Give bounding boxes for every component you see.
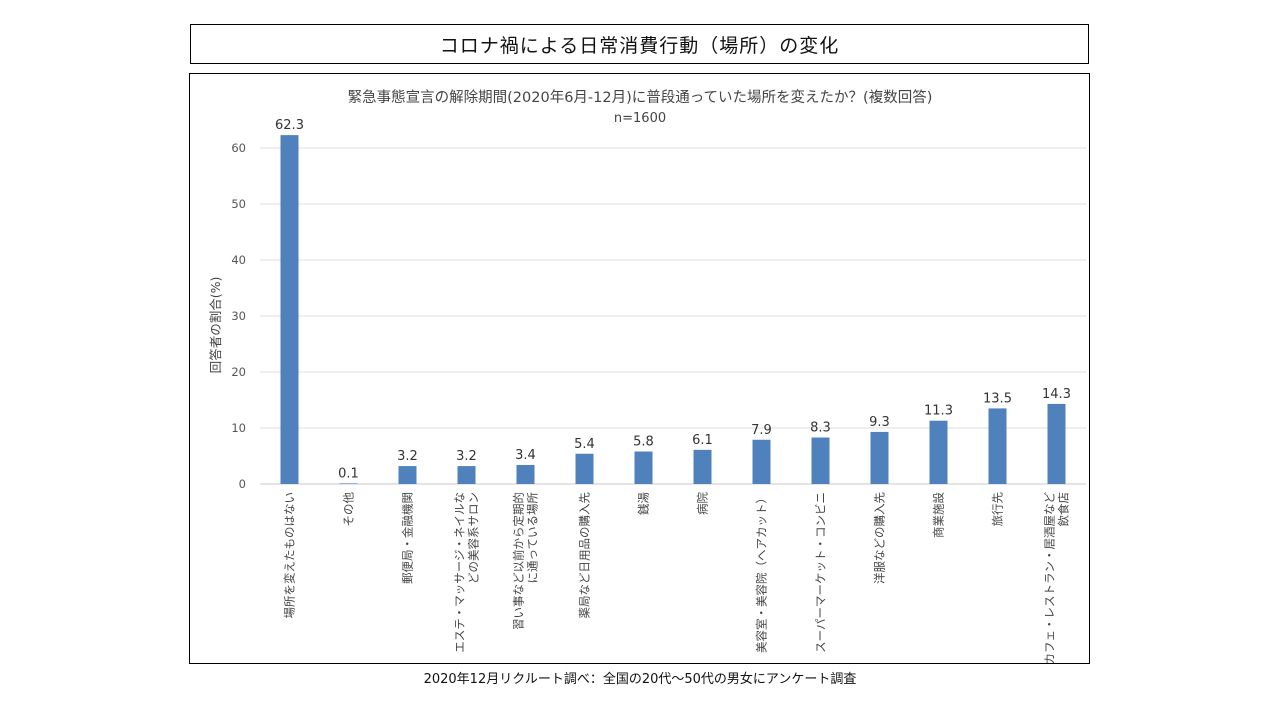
bar (516, 464, 535, 484)
y-tick-label: 10 (231, 421, 246, 435)
category-label: 商業施設 (932, 492, 946, 538)
y-tick-label: 0 (239, 477, 246, 491)
y-tick-label: 60 (231, 141, 246, 155)
data-labels: 62.3 0.1 3.2 3.2 3.4 5.4 5.8 6.1 7.9 8.3 9.3 11.3 13… (275, 118, 1071, 481)
category-label: 銭湯 (637, 492, 651, 515)
bar (988, 408, 1007, 484)
bar (752, 439, 771, 484)
y-tick-label: 30 (231, 309, 246, 323)
bar (929, 420, 948, 484)
data-label: 7.9 (751, 423, 772, 438)
source-note: 2020年12月リクルート調べ：全国の20代〜50代の男女にアンケート調査 (423, 672, 857, 687)
data-label: 11.3 (924, 404, 953, 419)
category-label: 洋服などの購入先 (873, 492, 887, 584)
bar (1047, 403, 1066, 484)
bar (339, 483, 358, 484)
category-label-line: カフェ・レストラン・居酒屋など (1043, 492, 1057, 663)
bar-chart: 緊急事態宣言の解除期間(2020年6月-12月)に普段通っていた場所を変えたか？… (208, 89, 1086, 663)
category-label: カフェ・レストラン・居酒屋など 飲食店 (1043, 492, 1071, 663)
category-label-line: 習い事など以前から定期的 (512, 492, 526, 630)
category-label: 美容室・美容院（ヘアカット） (755, 492, 769, 653)
data-label: 5.4 (574, 437, 595, 452)
data-label: 3.2 (397, 449, 418, 464)
bar (457, 466, 476, 484)
bar (575, 453, 594, 484)
category-label: 場所を変えたものはない (283, 492, 297, 619)
data-label: 13.5 (983, 391, 1012, 406)
category-label-line: 病院 (696, 492, 710, 515)
data-label: 5.8 (633, 435, 654, 450)
category-label: 習い事など以前から定期的 に通っている場所 (512, 492, 540, 630)
category-label-line: 郵便局・金融機関 (401, 492, 415, 584)
category-label-line: エステ・マッサージ・ネイルな (453, 492, 467, 653)
y-tick-label: 20 (231, 365, 246, 379)
category-label: 薬局など日用品の購入先 (578, 492, 592, 619)
bar (693, 449, 712, 484)
bar (870, 431, 889, 484)
category-label-line: スーパーマーケット・コンビニ (814, 492, 828, 653)
chart-subtitle: n=1600 (614, 111, 666, 126)
category-label-line: 薬局など日用品の購入先 (578, 492, 592, 619)
y-tick-label: 50 (231, 197, 246, 211)
bars (280, 135, 1066, 484)
bar (634, 451, 653, 484)
category-label: その他 (342, 492, 356, 527)
category-label-line: 飲食店 (1057, 492, 1071, 527)
chart-area: 緊急事態宣言の解除期間(2020年6月-12月)に普段通っていた場所を変えたか？… (189, 73, 1090, 664)
y-tick-label: 40 (231, 253, 246, 267)
category-label-line: どの美容系サロン (467, 492, 481, 584)
data-label: 3.4 (515, 448, 536, 463)
bar (280, 135, 299, 484)
bar (811, 437, 830, 484)
data-label: 62.3 (275, 118, 304, 133)
x-axis-categories: 場所を変えたものはない その他 郵便局・金融機関 エステ・マッサージ・ネイルな どの美容… (283, 492, 1071, 663)
chart-title: 緊急事態宣言の解除期間(2020年6月-12月)に普段通っていた場所を変えたか？… (348, 89, 933, 106)
bar (398, 466, 417, 484)
gridlines (260, 147, 1086, 485)
category-label: スーパーマーケット・コンビニ (814, 492, 828, 653)
category-label-line: 銭湯 (637, 492, 651, 515)
category-label-line: 旅行先 (991, 492, 1005, 527)
y-axis-ticks: 0 10 20 30 40 50 60 (231, 141, 246, 491)
data-label: 14.3 (1042, 387, 1071, 402)
slide-title: コロナ禍による日常消費行動（場所）の変化 (190, 24, 1089, 64)
data-label: 3.2 (456, 449, 477, 464)
category-label-line: 洋服などの購入先 (873, 492, 887, 584)
data-label: 0.1 (338, 466, 359, 481)
category-label: エステ・マッサージ・ネイルな どの美容系サロン (453, 492, 481, 653)
category-label-line: 美容室・美容院（ヘアカット） (755, 492, 769, 653)
category-label-line: に通っている場所 (526, 492, 540, 584)
category-label: 病院 (696, 492, 710, 515)
y-axis-label: 回答者の割合(%) (208, 277, 223, 374)
category-label-line: 場所を変えたものはない (283, 492, 297, 619)
category-label: 郵便局・金融機関 (401, 492, 415, 584)
category-label-line: その他 (342, 492, 356, 527)
category-label: 旅行先 (991, 492, 1005, 527)
data-label: 6.1 (692, 433, 713, 448)
category-label-line: 商業施設 (932, 492, 946, 538)
data-label: 8.3 (810, 421, 831, 436)
data-label: 9.3 (869, 415, 890, 430)
